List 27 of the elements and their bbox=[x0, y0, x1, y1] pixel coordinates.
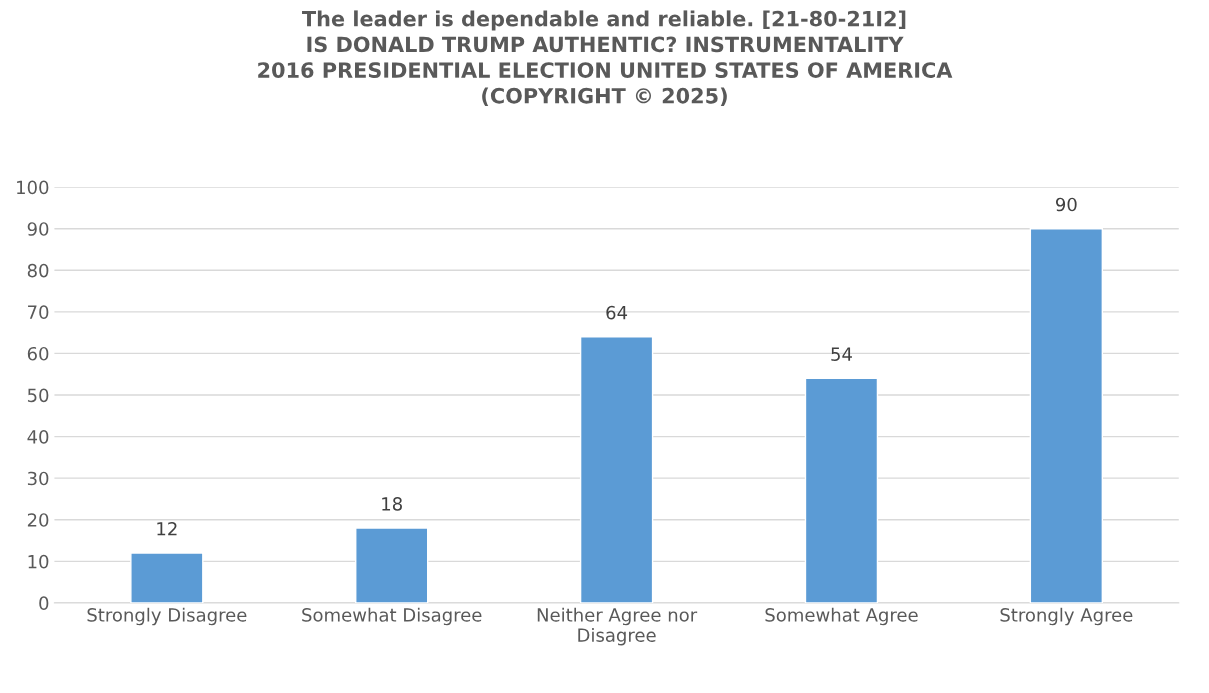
y-tick-label: 40 bbox=[27, 430, 49, 444]
data-label: 12 bbox=[157, 521, 177, 536]
y-tick-label: 100 bbox=[17, 180, 49, 195]
y-tick-label: 50 bbox=[27, 388, 49, 403]
y-tick-label: 30 bbox=[27, 471, 49, 486]
bar bbox=[804, 377, 879, 603]
bar bbox=[1029, 227, 1104, 603]
y-tick-label: 90 bbox=[27, 222, 49, 236]
data-label: 54 bbox=[831, 347, 852, 361]
y-tick-label: 10 bbox=[28, 554, 49, 569]
chart-title: The leader is dependable and reliable. [21-80-21I2] IS DONALD TRUMP AUTHENTIC? INSTRUMENTALITY 2016 PRESIDENTIAL ELECTION UNITED STATES OF AMERICA (COPYRIGHT © 2025) bbox=[258, 10, 953, 107]
y-tick-label: 20 bbox=[27, 513, 49, 527]
y-tick-label: 60 bbox=[27, 346, 49, 361]
bar bbox=[355, 527, 429, 603]
bar bbox=[579, 336, 654, 603]
y-tick-label: 80 bbox=[27, 263, 49, 278]
x-tick-label: Strongly Disagree bbox=[87, 607, 247, 626]
data-label: 90 bbox=[1055, 197, 1077, 212]
x-tick-label: Somewhat Disagree bbox=[302, 607, 482, 626]
y-tick-label: 70 bbox=[28, 305, 49, 319]
data-label: 18 bbox=[382, 497, 402, 511]
data-label: 64 bbox=[606, 305, 628, 320]
x-tick-label: Somewhat Agree bbox=[765, 607, 918, 626]
bar bbox=[130, 552, 204, 603]
y-tick-label: 0 bbox=[39, 596, 49, 611]
x-tick-label: Strongly Agree bbox=[1000, 607, 1133, 626]
x-tick-label: Neither Agree nor Disagree bbox=[537, 607, 698, 646]
